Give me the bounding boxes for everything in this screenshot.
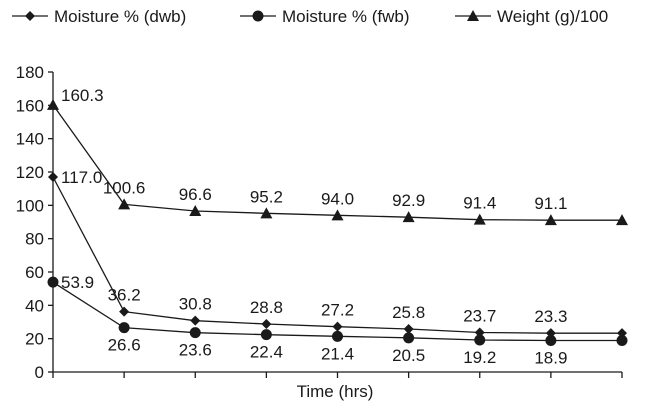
data-point [616, 335, 628, 346]
data-point [260, 329, 272, 341]
legend-marker-icon [467, 10, 479, 21]
y-tick-label: 0 [35, 363, 44, 382]
data-label: 18.9 [534, 349, 567, 368]
data-label: 20.5 [392, 346, 425, 365]
data-point [403, 332, 415, 344]
data-point [474, 334, 486, 346]
data-label: 160.3 [61, 86, 104, 105]
legend-item: Moisture % (fwb) [240, 7, 410, 26]
legend-label: Weight (g)/100 [497, 7, 608, 26]
legend-marker-icon [25, 11, 35, 21]
data-point [544, 214, 557, 226]
data-point [261, 319, 272, 329]
data-point [332, 321, 343, 332]
y-tick-label: 160 [16, 96, 44, 115]
y-tick-label: 100 [16, 196, 44, 215]
y-tick-label: 140 [16, 130, 44, 149]
data-point [190, 315, 201, 326]
data-label: 23.6 [179, 341, 212, 360]
y-tick-label: 20 [25, 330, 44, 349]
data-labels: 117.0 36.2 30.8 28.8 27.2 25.8 23.7 23.3 53.9 26.… [61, 86, 567, 368]
data-label: 22.4 [250, 343, 283, 362]
markers [47, 98, 628, 346]
y-tick-label: 120 [16, 163, 44, 182]
data-point [545, 335, 557, 346]
data-point [118, 198, 131, 210]
data-label: 92.9 [392, 191, 425, 210]
data-point [260, 207, 273, 219]
data-label: 94.0 [321, 189, 354, 208]
data-label: 23.3 [534, 307, 567, 326]
legend-item: Moisture % (dwb) [12, 7, 186, 26]
axes: 0 20 40 60 80 100 120 140 160 180 [16, 63, 623, 382]
data-point [473, 213, 486, 225]
legend-item: Weight (g)/100 [455, 7, 608, 26]
data-label: 27.2 [321, 301, 354, 320]
data-label: 53.9 [61, 273, 94, 292]
data-label: 95.2 [250, 187, 283, 206]
y-tick-label: 40 [25, 296, 44, 315]
data-point [189, 205, 202, 216]
data-label: 91.4 [463, 194, 496, 213]
legend-label: Moisture % (fwb) [282, 7, 410, 26]
data-point [47, 98, 59, 110]
data-label: 23.7 [463, 307, 496, 326]
data-point [118, 322, 130, 334]
data-point [189, 327, 201, 339]
data-label: 117.0 [61, 168, 102, 187]
data-point [119, 306, 130, 317]
data-point [332, 330, 343, 342]
data-point [48, 172, 58, 182]
data-label: 19.2 [463, 348, 496, 367]
y-tick-label: 60 [25, 263, 44, 282]
data-label: 25.8 [392, 303, 425, 322]
data-label: 30.8 [179, 295, 212, 314]
data-point [331, 209, 344, 221]
data-label: 21.4 [321, 344, 354, 363]
data-label: 36.2 [108, 286, 141, 305]
legend-marker-icon [252, 10, 264, 22]
x-axis-title: Time (hrs) [297, 382, 374, 401]
legend: Moisture % (dwb) Moisture % (fwb) Weight (… [12, 7, 608, 26]
y-tick-label: 80 [25, 230, 44, 249]
data-label: 100.6 [103, 178, 146, 197]
data-point [616, 214, 628, 226]
data-point [474, 327, 485, 338]
data-point [403, 324, 414, 334]
data-label: 96.6 [179, 185, 212, 204]
legend-label: Moisture % (dwb) [54, 7, 186, 26]
y-tick-label: 180 [16, 63, 44, 82]
data-label: 91.1 [534, 194, 567, 213]
data-label: 28.8 [250, 298, 283, 317]
data-point [402, 211, 415, 223]
data-label: 26.6 [108, 336, 141, 355]
data-point [47, 276, 59, 288]
